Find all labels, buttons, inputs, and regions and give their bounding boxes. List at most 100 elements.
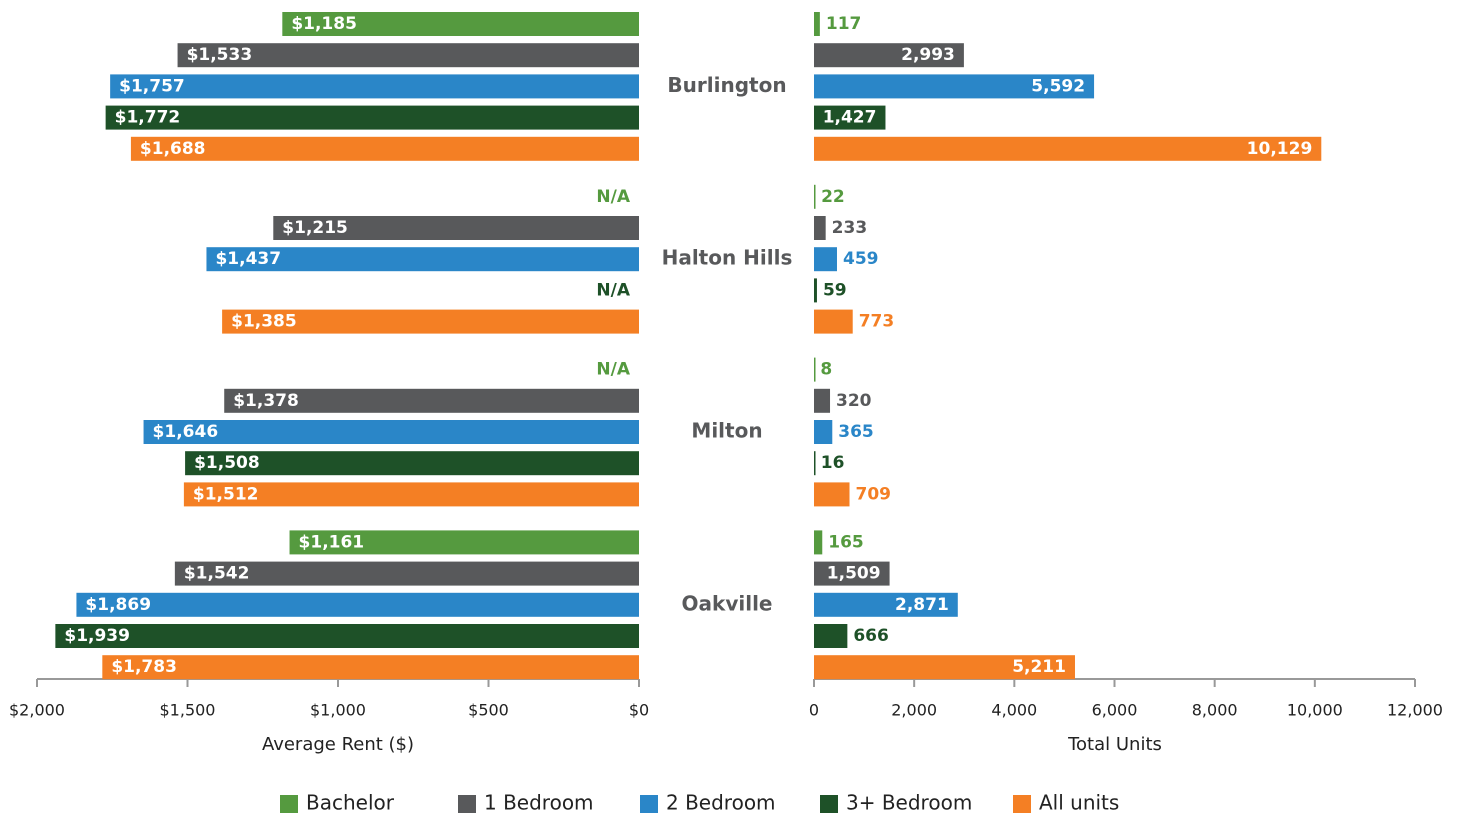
x-tick-label: $1,500 xyxy=(160,701,216,720)
value-label: 709 xyxy=(856,484,892,504)
value-label: 5,211 xyxy=(1012,657,1066,677)
bar xyxy=(814,624,848,648)
value-label: 8 xyxy=(820,360,832,380)
bar xyxy=(814,309,853,334)
category-label: Burlington xyxy=(667,73,786,97)
bar xyxy=(130,136,640,161)
category-label: Milton xyxy=(691,419,762,443)
bar xyxy=(814,216,826,240)
x-tick-label: 8,000 xyxy=(1192,701,1238,720)
value-label: $1,939 xyxy=(64,626,130,646)
category-label: Oakville xyxy=(682,591,773,615)
legend-label: Bachelor xyxy=(306,791,395,814)
value-label: 16 xyxy=(821,453,845,473)
value-label: $1,508 xyxy=(194,453,260,473)
bar xyxy=(143,420,639,444)
legend-label: All units xyxy=(1039,791,1119,814)
value-label: $1,772 xyxy=(115,108,181,128)
legend-swatch xyxy=(640,795,658,813)
bar xyxy=(814,278,817,303)
bar xyxy=(814,388,831,413)
x-tick-label: $1,000 xyxy=(310,701,366,720)
legend-swatch xyxy=(820,795,838,813)
bar xyxy=(814,105,886,130)
bar xyxy=(814,184,816,209)
legend-label: 3+ Bedroom xyxy=(846,791,972,814)
legend-label: 1 Bedroom xyxy=(484,791,594,814)
x-tick-label: 10,000 xyxy=(1287,701,1343,720)
bar xyxy=(814,482,850,507)
value-label: N/A xyxy=(596,280,630,300)
bar xyxy=(102,655,639,680)
bar xyxy=(814,357,816,382)
bar xyxy=(814,247,837,272)
bar xyxy=(814,136,1322,161)
bar xyxy=(814,561,890,586)
value-label: N/A xyxy=(596,360,630,380)
value-label: 5,592 xyxy=(1031,76,1085,96)
value-label: 22 xyxy=(821,187,845,207)
bar xyxy=(174,561,639,586)
category-label: Halton Hills xyxy=(662,246,793,270)
bar xyxy=(282,12,639,36)
bar xyxy=(222,309,640,334)
value-label: 1,509 xyxy=(827,564,881,584)
value-label: $1,378 xyxy=(233,391,299,411)
bar xyxy=(224,388,640,413)
legend-swatch xyxy=(1013,795,1031,813)
bar xyxy=(55,624,639,648)
x-tick-label: $2,000 xyxy=(9,701,65,720)
bar xyxy=(206,247,639,272)
bar xyxy=(814,74,1095,99)
x-tick-label: $0 xyxy=(629,701,649,720)
value-label: $1,646 xyxy=(153,422,219,442)
legend-swatch xyxy=(280,795,298,813)
x-tick-label: 12,000 xyxy=(1387,701,1443,720)
legend-label: 2 Bedroom xyxy=(666,791,776,814)
bar xyxy=(814,592,958,617)
bar xyxy=(814,655,1075,680)
value-label: 1,427 xyxy=(823,108,877,128)
bar xyxy=(273,216,639,240)
value-label: $1,437 xyxy=(215,249,281,269)
value-label: 165 xyxy=(828,532,864,552)
value-label: 365 xyxy=(838,422,874,442)
value-label: $1,542 xyxy=(184,564,250,584)
value-label: $1,385 xyxy=(231,312,297,332)
x-tick-label: 0 xyxy=(809,701,819,720)
x-tick-label: 6,000 xyxy=(1092,701,1138,720)
bar xyxy=(814,420,833,444)
bar xyxy=(76,592,639,617)
bar xyxy=(814,451,816,476)
bar xyxy=(289,530,639,555)
value-label: $1,688 xyxy=(140,139,206,159)
value-label: $1,757 xyxy=(119,76,185,96)
bar xyxy=(183,482,639,507)
x-tick-label: 4,000 xyxy=(991,701,1037,720)
value-label: $1,869 xyxy=(85,595,151,615)
bar xyxy=(185,451,640,476)
value-label: $1,533 xyxy=(187,45,253,65)
x-tick-label: $500 xyxy=(468,701,509,720)
value-label: 59 xyxy=(823,280,847,300)
value-label: 459 xyxy=(843,249,879,269)
value-label: $1,783 xyxy=(111,657,177,677)
value-label: $1,512 xyxy=(193,484,259,504)
bar xyxy=(814,43,964,68)
value-label: 666 xyxy=(853,626,889,646)
bar xyxy=(177,43,639,68)
value-label: 2,871 xyxy=(895,595,949,615)
value-label: 10,129 xyxy=(1247,139,1313,159)
bar xyxy=(105,105,640,130)
bar xyxy=(814,530,823,555)
x-tick-label: 2,000 xyxy=(891,701,937,720)
bar xyxy=(814,12,820,36)
value-label: $1,185 xyxy=(291,14,357,34)
value-label: N/A xyxy=(596,187,630,207)
value-label: 2,993 xyxy=(901,45,955,65)
value-label: $1,215 xyxy=(282,218,348,238)
value-label: 117 xyxy=(826,14,862,34)
axis-title: Total Units xyxy=(1067,734,1162,755)
legend-swatch xyxy=(458,795,476,813)
